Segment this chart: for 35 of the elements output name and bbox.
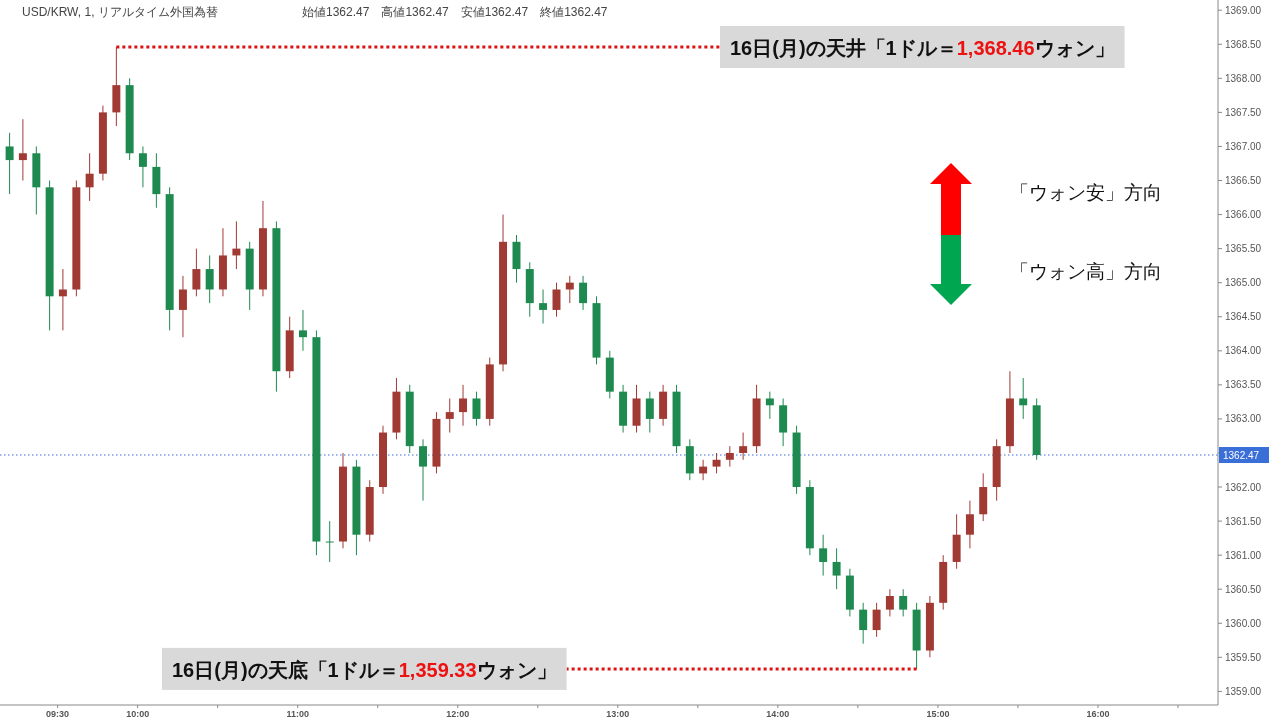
y-tick-label: 1368.50 [1225, 38, 1262, 50]
y-tick-label: 1362.00 [1225, 481, 1262, 493]
y-tick-label: 1365.50 [1225, 243, 1262, 255]
y-tick-label: 1363.00 [1225, 413, 1262, 425]
x-tick-label: 16:00 [1086, 709, 1110, 719]
y-tick-label: 1368.00 [1225, 72, 1262, 84]
annotation: 「ウォン安」方向 [1010, 182, 1162, 203]
y-tick-label: 1366.00 [1225, 209, 1262, 221]
y-tick-label: 1363.50 [1225, 379, 1262, 391]
title: USD/KRW, 1, リアルタイム外国為替 [22, 5, 218, 19]
x-tick-label: 15:00 [926, 709, 950, 719]
y-tick-label: 1367.50 [1225, 106, 1262, 118]
x-tick-label: 10:00 [126, 709, 150, 719]
y-tick-label: 1359.50 [1225, 651, 1262, 663]
y-tick-label: 1361.50 [1225, 515, 1262, 527]
y-tick-label: 1364.50 [1225, 311, 1262, 323]
x-tick-label: 13:00 [606, 709, 630, 719]
y-tick-label: 1359.00 [1225, 685, 1262, 697]
y-tick-label: 1366.50 [1225, 175, 1262, 186]
subtitle: 始値1362.47 高値1362.47 安値1362.47 終値1362.47 [302, 5, 608, 19]
y-tick-label: 1369.00 [1225, 4, 1262, 16]
x-tick-label: 09:30 [46, 709, 70, 719]
ref-line-label: 1362.47 [1223, 450, 1260, 461]
x-tick-label: 11:00 [286, 709, 309, 719]
y-tick-label: 1367.00 [1225, 140, 1262, 152]
y-tick-label: 1365.00 [1225, 277, 1262, 289]
y-tick-label: 1360.50 [1225, 583, 1262, 595]
x-tick-label: 14:00 [766, 709, 790, 719]
annotation: 16日(月)の天井「1ドル＝1,368.46ウォン」 [730, 37, 1115, 59]
x-tick-label: 12:00 [446, 709, 470, 719]
annotation: 「ウォン高」方向 [1010, 261, 1162, 282]
y-tick-label: 1360.00 [1225, 617, 1262, 629]
y-tick-label: 1364.00 [1225, 345, 1262, 357]
annotation: 16日(月)の天底「1ドル＝1,359.33ウォン」 [172, 658, 557, 681]
y-tick-label: 1361.00 [1225, 549, 1262, 561]
